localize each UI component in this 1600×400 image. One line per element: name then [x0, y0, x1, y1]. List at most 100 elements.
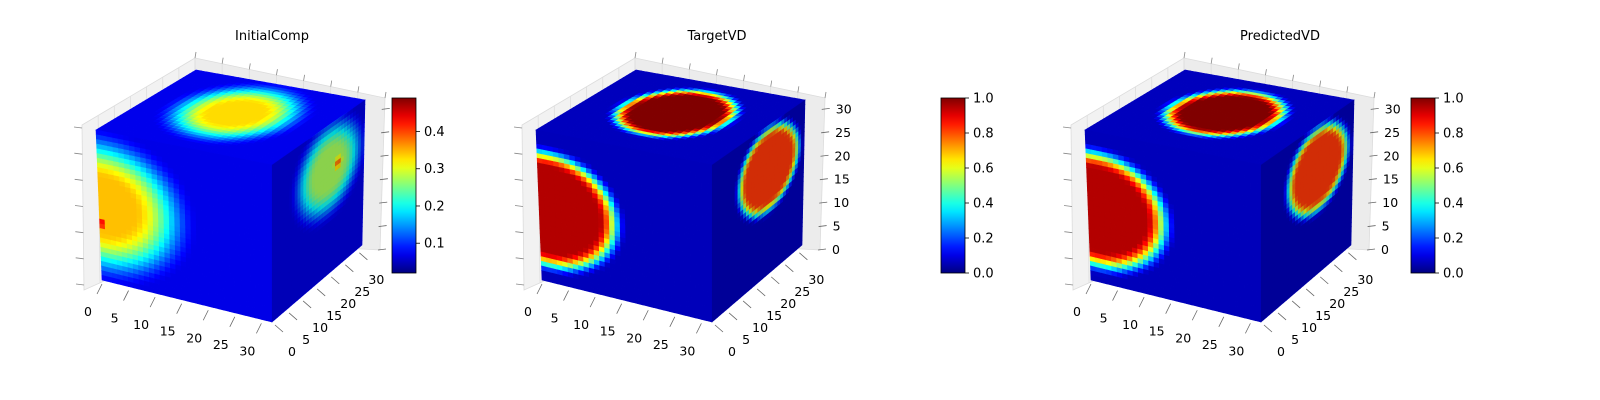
voxel-cell — [568, 281, 575, 289]
x-tick-mark — [229, 316, 236, 327]
voxel-cell — [186, 295, 193, 303]
voxel-cell — [552, 277, 559, 285]
voxel-cell — [663, 304, 670, 312]
voxel-cell — [642, 299, 649, 307]
voxel-cell — [631, 297, 638, 305]
voxel-cell — [578, 284, 585, 291]
voxel-cell — [197, 298, 204, 306]
cube-top-face — [95, 69, 366, 166]
voxel-cell — [255, 312, 262, 320]
voxel-cell — [573, 282, 580, 290]
voxel-cell — [594, 287, 601, 295]
colorbar-tick-label: 0.4 — [424, 125, 445, 140]
panel-targetvd: TargetVD 0 5 10 15 20 25 30 0510152025300510152… — [513, 29, 994, 359]
cube-front-face — [95, 129, 273, 323]
y-tick-mark — [345, 264, 354, 273]
voxel-cell — [128, 281, 135, 289]
colorbar-tick-label: 0.2 — [424, 199, 445, 214]
voxel-cell — [181, 294, 188, 302]
left-tick-mark — [73, 126, 83, 129]
x-tick-label: 15 — [160, 324, 176, 339]
voxel-cell — [261, 314, 267, 322]
voxel-cell — [250, 311, 257, 319]
voxel-cell — [647, 301, 654, 308]
x-tick-mark — [256, 323, 262, 334]
top-tick-mark — [330, 80, 333, 87]
voxel-cell — [101, 274, 108, 282]
left-tick-mark — [74, 178, 83, 181]
voxel-cell — [266, 315, 273, 323]
x-tick-mark — [149, 296, 156, 308]
voxel-cell — [557, 278, 564, 286]
voxel-cell — [658, 303, 665, 311]
voxel-cell — [218, 303, 225, 311]
voxel-cell — [229, 306, 236, 314]
panel-title: InitialComp — [235, 29, 309, 44]
voxel-cell — [191, 297, 198, 305]
y-tick-label: 5 — [302, 332, 310, 347]
voxel-cell — [112, 277, 119, 285]
voxel-cell — [149, 286, 156, 294]
x-tick-label: 10 — [133, 317, 149, 332]
voxel-cell — [165, 290, 172, 298]
voxel-cell — [546, 276, 553, 284]
voxel-cell — [626, 295, 633, 303]
x-tick-label: 25 — [213, 337, 229, 352]
voxel-cell — [133, 282, 140, 290]
top-tick-mark — [276, 69, 278, 76]
top-tick-mark — [384, 91, 387, 99]
voxel-cell — [541, 274, 548, 282]
top-tick-mark — [357, 86, 360, 93]
y-tick-label: 30 — [368, 272, 384, 287]
left-tick-mark — [74, 205, 84, 207]
voxel-cell — [106, 276, 113, 284]
voxel-cell — [584, 285, 591, 293]
voxel-cell — [605, 290, 612, 298]
x-tick-label: 0 — [84, 304, 92, 319]
voxel-cell — [245, 310, 252, 318]
y-tick-mark — [330, 276, 340, 285]
top-tick-mark — [221, 57, 224, 64]
top-tick-mark — [303, 74, 305, 81]
x-tick-mark — [123, 290, 129, 301]
top-tick-mark — [194, 51, 197, 59]
panel-title: TargetVD — [686, 29, 746, 44]
voxel-cell — [637, 298, 644, 306]
y-tick-label: 0 — [288, 344, 296, 359]
x-tick-label: 30 — [239, 343, 255, 358]
voxel-cell — [615, 293, 622, 301]
voxel-cell — [213, 302, 220, 310]
voxel-cell — [138, 284, 145, 291]
y-tick-mark — [359, 252, 368, 261]
y-tick-mark — [316, 288, 326, 297]
x-tick-mark — [96, 283, 103, 295]
voxel-cell — [669, 306, 676, 314]
y-tick-mark — [302, 300, 312, 309]
x-tick-mark — [202, 310, 209, 321]
voxel-cell — [175, 293, 182, 301]
voxel-cell — [154, 287, 161, 295]
x-tick-label: 5 — [111, 311, 119, 326]
voxel-cell — [122, 280, 129, 287]
x-tick-label: 20 — [186, 330, 202, 345]
voxel-cell — [610, 291, 617, 299]
voxel-cell — [589, 286, 596, 294]
left-tick-mark — [75, 231, 84, 234]
colorbar-tick-label: 0.3 — [424, 162, 445, 177]
voxel-cell — [202, 299, 209, 307]
voxel-cell — [621, 294, 628, 302]
voxel-cell — [223, 304, 230, 312]
voxel-cell — [234, 307, 241, 315]
voxel-cell — [600, 289, 607, 297]
voxel-cell — [160, 289, 167, 297]
top-tick-mark — [248, 63, 251, 70]
y-tick-mark — [288, 312, 298, 321]
voxel-cell — [653, 302, 660, 310]
voxel-cell — [562, 280, 569, 287]
voxel-cell — [207, 301, 214, 308]
y-tick-mark — [274, 324, 284, 333]
